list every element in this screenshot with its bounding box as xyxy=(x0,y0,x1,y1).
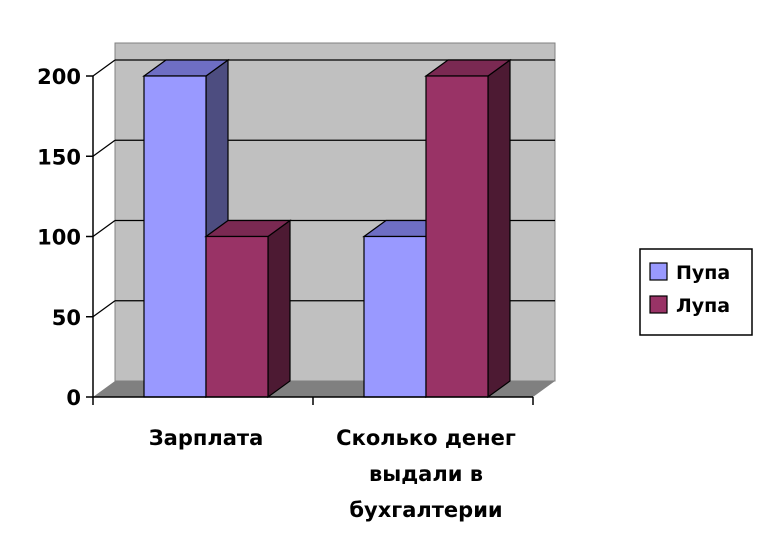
bars xyxy=(142,58,512,399)
y-tick-label: 150 xyxy=(37,145,81,169)
legend-label: Пупа xyxy=(676,262,730,284)
bar-front xyxy=(205,235,269,398)
bar-side xyxy=(487,58,511,399)
y-tick-label: 200 xyxy=(37,65,81,89)
axes xyxy=(86,75,534,405)
gridline-depth xyxy=(92,59,116,77)
bar-side xyxy=(267,219,291,399)
y-tick-label: 50 xyxy=(52,306,81,330)
legend-label: Лупа xyxy=(676,295,730,317)
legend-swatch xyxy=(649,295,668,314)
x-category-labels: Зарплата Сколько денег выдали в бухгалтерии xyxy=(149,426,516,522)
gridline-depth xyxy=(92,300,116,318)
bar-front xyxy=(143,75,207,398)
x-category-label: Сколько денег выдали в бухгалтерии xyxy=(336,426,516,522)
legend-swatch xyxy=(649,262,668,281)
y-tick-label: 0 xyxy=(66,386,81,410)
x-category-label: Зарплата xyxy=(149,426,264,450)
bar xyxy=(424,58,512,399)
gridline-depth xyxy=(92,219,116,238)
bar-front xyxy=(425,75,489,398)
bar-front xyxy=(363,235,427,398)
legend: Пупа Лупа xyxy=(639,248,753,336)
gridline-depth xyxy=(92,139,116,157)
y-tick-labels: 0 50 100 150 200 xyxy=(37,65,81,410)
bar xyxy=(204,219,292,399)
y-tick-label: 100 xyxy=(37,226,81,250)
